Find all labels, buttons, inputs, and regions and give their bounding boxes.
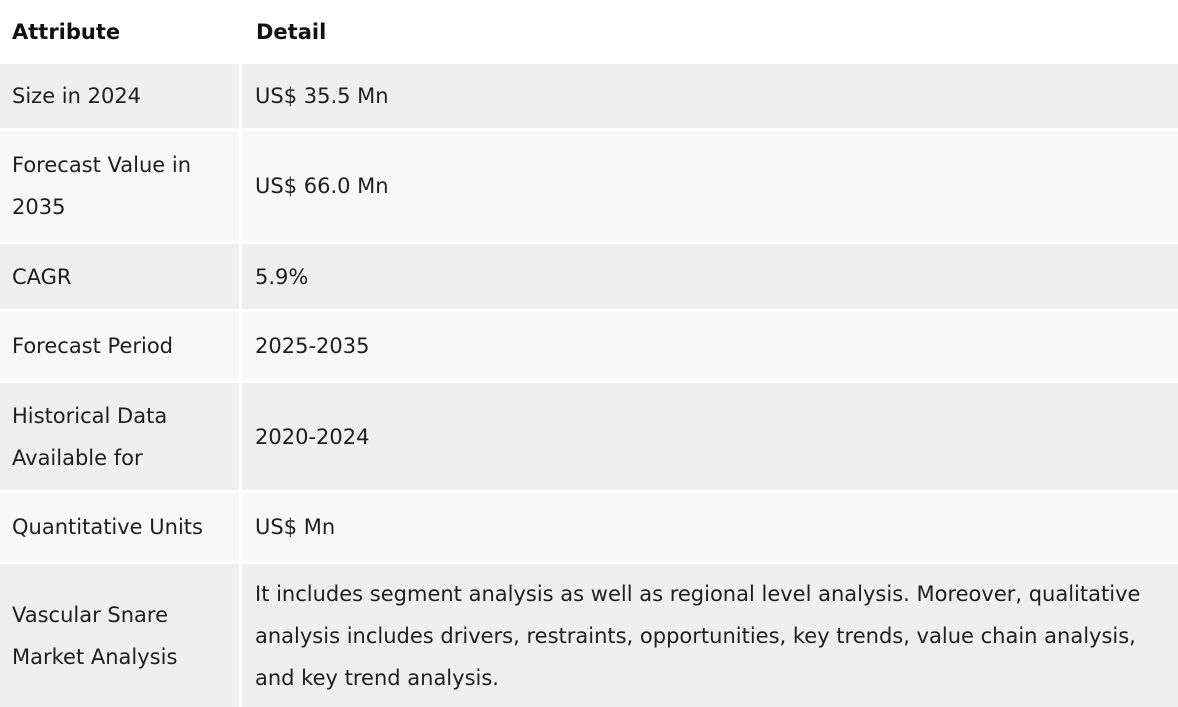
detail-cell: US$ Mn	[242, 493, 1178, 564]
header-row: Attribute Detail	[0, 0, 1178, 64]
detail-cell: US$ 35.5 Mn	[242, 64, 1178, 131]
table-row: Vascular Snare Market Analysis It includ…	[0, 564, 1178, 707]
table-row: Historical Data Available for 2020-2024	[0, 383, 1178, 493]
table-row: Forecast Period 2025-2035	[0, 312, 1178, 383]
detail-cell: US$ 66.0 Mn	[242, 131, 1178, 244]
header-detail: Detail	[242, 0, 1178, 64]
attribute-cell: Vascular Snare Market Analysis	[0, 564, 242, 707]
attribute-cell: Quantitative Units	[0, 493, 242, 564]
attribute-cell: Size in 2024	[0, 64, 242, 131]
detail-cell: 5.9%	[242, 244, 1178, 312]
detail-cell: 2025-2035	[242, 312, 1178, 383]
table-row: Forecast Value in 2035 US$ 66.0 Mn	[0, 131, 1178, 244]
detail-cell: 2020-2024	[242, 383, 1178, 493]
table-row: Quantitative Units US$ Mn	[0, 493, 1178, 564]
table-body: Size in 2024 US$ 35.5 Mn Forecast Value …	[0, 64, 1178, 707]
detail-cell: It includes segment analysis as well as …	[242, 564, 1178, 707]
attribute-cell: Forecast Period	[0, 312, 242, 383]
header-attribute: Attribute	[0, 0, 242, 64]
attribute-cell: Historical Data Available for	[0, 383, 242, 493]
table-header: Attribute Detail	[0, 0, 1178, 64]
table-row: Size in 2024 US$ 35.5 Mn	[0, 64, 1178, 131]
table-row: CAGR 5.9%	[0, 244, 1178, 312]
attribute-cell: Forecast Value in 2035	[0, 131, 242, 244]
attribute-cell: CAGR	[0, 244, 242, 312]
